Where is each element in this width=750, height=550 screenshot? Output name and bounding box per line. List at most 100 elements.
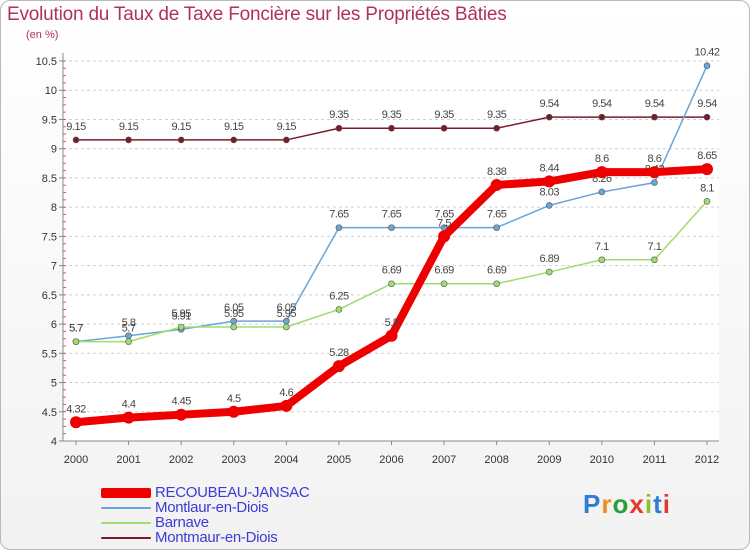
data-label-montmaur-en-diois: 9.35: [487, 109, 507, 121]
x-tick-label: 2008: [484, 454, 508, 466]
data-label-montlaur-en-diois: 8.03: [540, 186, 560, 198]
data-point-montlaur-en-diois: [598, 188, 606, 196]
y-tick-label: 7: [51, 261, 57, 273]
data-label-recoubeau-jansac: 8.38: [487, 166, 507, 178]
data-label-montmaur-en-diois: 9.54: [540, 98, 560, 110]
data-label-barnave: 5.95: [171, 308, 191, 320]
y-tick-label: 5: [51, 378, 57, 390]
data-label-montmaur-en-diois: 9.35: [434, 109, 454, 121]
chart-title: Evolution du Taux de Taxe Foncière sur l…: [7, 4, 507, 25]
legend-item-montmaur-en-diois[interactable]: Montmaur-en-Diois: [101, 530, 309, 545]
data-point-montlaur-en-diois: [335, 224, 343, 231]
data-label-montmaur-en-diois: 9.54: [697, 98, 717, 110]
data-point-barnave: [545, 268, 553, 276]
data-point-montlaur-en-diois: [651, 179, 658, 186]
data-label-recoubeau-jansac: 4.5: [227, 393, 241, 405]
data-point-recoubeau-jansac: [227, 405, 240, 418]
data-label-barnave: 6.69: [382, 265, 402, 277]
data-point-montmaur-en-diois: [72, 136, 80, 144]
legend-item-recoubeau-jansac[interactable]: RECOUBEAU-JANSAC: [101, 484, 310, 501]
proxiti-logo: Proxiti: [583, 489, 671, 520]
data-point-recoubeau-jansac: [175, 408, 188, 421]
data-label-recoubeau-jansac: 4.45: [171, 396, 191, 408]
data-label-montlaur-en-diois: 7.65: [487, 209, 507, 221]
data-label-barnave: 8.1: [700, 182, 714, 194]
data-label-barnave: 5.7: [122, 323, 136, 335]
data-point-barnave: [230, 323, 238, 331]
data-point-barnave: [125, 338, 132, 345]
y-tick-label: 8.5: [42, 173, 57, 185]
data-point-barnave: [703, 198, 711, 205]
data-point-recoubeau-jansac: [701, 163, 713, 176]
data-point-montlaur-en-diois: [703, 62, 711, 69]
data-point-barnave: [177, 323, 185, 331]
data-point-recoubeau-jansac: [438, 230, 451, 243]
data-point-montmaur-en-diois: [440, 124, 448, 132]
data-point-recoubeau-jansac: [490, 178, 503, 191]
y-tick-label: 6: [51, 319, 57, 331]
data-label-recoubeau-jansac: 8.65: [697, 150, 717, 162]
data-point-recoubeau-jansac: [332, 360, 345, 373]
data-point-montmaur-en-diois: [545, 113, 553, 121]
legend-label-montmaur-en-diois: Montmaur-en-Diois: [155, 529, 278, 546]
legend: RECOUBEAU-JANSAC Montlaur-en-Diois Barna…: [101, 484, 310, 545]
legend-item-montlaur-en-diois[interactable]: Montlaur-en-Diois: [101, 500, 309, 515]
data-label-montlaur-en-diois: 7.65: [382, 209, 402, 221]
x-tick-label: 2001: [116, 454, 140, 466]
data-point-montmaur-en-diois: [177, 136, 185, 144]
legend-swatch-montlaur-en-diois: [101, 506, 151, 509]
data-label-montlaur-en-diois: 5.7: [69, 323, 83, 335]
data-point-montmaur-en-diois: [283, 136, 290, 144]
y-tick-label: 4: [51, 436, 57, 448]
data-point-montmaur-en-diois: [651, 113, 658, 121]
data-label-barnave: 6.25: [329, 290, 349, 302]
data-label-montmaur-en-diois: 9.15: [171, 121, 191, 133]
legend-label-recoubeau-jansac: RECOUBEAU-JANSAC: [155, 484, 310, 501]
data-label-montmaur-en-diois: 9.35: [382, 109, 402, 121]
data-point-barnave: [651, 256, 658, 264]
data-label-recoubeau-jansac: 8.44: [540, 162, 560, 174]
y-tick-label: 9: [51, 144, 57, 156]
data-label-recoubeau-jansac: 4.6: [279, 387, 293, 399]
logo-letter: i: [644, 489, 654, 519]
data-label-barnave: 7.1: [595, 241, 609, 253]
data-point-montmaur-en-diois: [335, 124, 343, 132]
data-label-recoubeau-jansac: 7.5: [437, 217, 451, 229]
data-label-barnave: 5.7: [69, 323, 83, 335]
legend-item-barnave[interactable]: Barnave: [101, 515, 309, 530]
data-label-barnave: 6.89: [540, 253, 560, 265]
data-label-montmaur-en-diois: 9.15: [224, 121, 244, 133]
x-tick-label: 2006: [379, 454, 403, 466]
y-tick-label: 5.5: [42, 348, 57, 360]
data-label-montlaur-en-diois: 7.65: [434, 209, 454, 221]
data-point-recoubeau-jansac: [595, 166, 608, 179]
x-tick-label: 2010: [590, 454, 614, 466]
data-label-montlaur-en-diois: 6.05: [277, 302, 297, 314]
x-tick-label: 2004: [274, 454, 298, 466]
data-label-montmaur-en-diois: 9.15: [66, 121, 86, 133]
data-label-recoubeau-jansac: 8.6: [595, 153, 609, 165]
x-tick-label: 2002: [169, 454, 193, 466]
data-point-montmaur-en-diois: [493, 124, 500, 132]
data-label-montlaur-en-diois: 5.8: [122, 317, 136, 329]
data-point-recoubeau-jansac: [280, 399, 293, 412]
data-label-barnave: 6.69: [434, 265, 454, 277]
x-tick-label: 2009: [537, 454, 561, 466]
data-label-recoubeau-jansac: 5.8: [385, 317, 399, 329]
data-label-montlaur-en-diois: 7.65: [329, 209, 349, 221]
data-point-montlaur-en-diois: [388, 224, 395, 231]
x-tick-label: 2005: [327, 454, 351, 466]
legend-swatch-recoubeau-jansac: [101, 487, 151, 498]
legend-label-montlaur-en-diois: Montlaur-en-Diois: [155, 499, 269, 516]
logo-letter: x: [629, 489, 645, 519]
data-label-montmaur-en-diois: 9.15: [119, 121, 139, 133]
data-point-barnave: [335, 306, 343, 313]
data-label-recoubeau-jansac: 4.4: [122, 399, 136, 411]
data-point-barnave: [388, 280, 395, 288]
y-tick-label: 9.5: [42, 114, 57, 126]
data-label-barnave: 5.95: [224, 308, 244, 320]
y-tick-label: 10.5: [36, 56, 57, 68]
data-point-montlaur-en-diois: [493, 224, 500, 231]
x-tick-label: 2000: [64, 454, 88, 466]
